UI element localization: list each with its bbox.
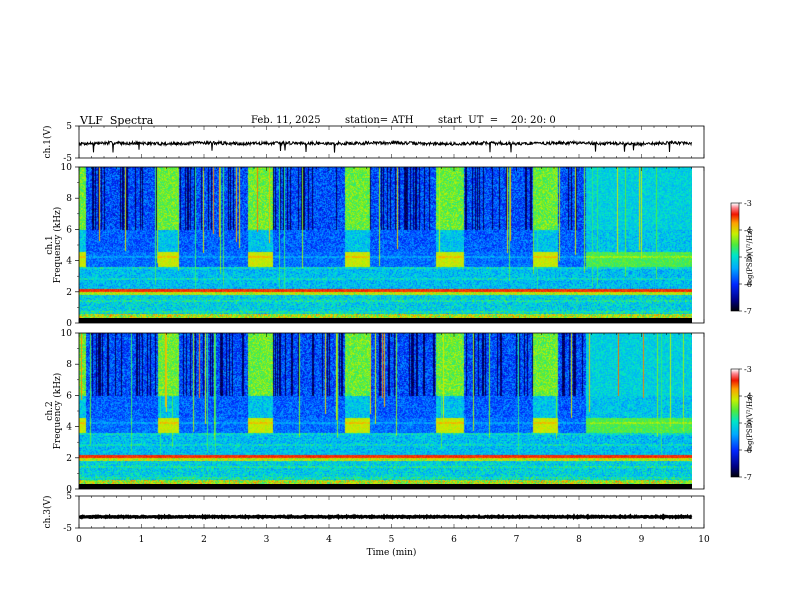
ch1-spectrogram-colorbar-tick-label: -3 [744,199,752,208]
ch1-spectrogram-ytick-label: 0 [66,319,72,329]
figure-start-time: start UT = 20: 20: 0 [438,115,556,126]
ch2-spectrogram-colorbar [731,369,739,477]
ch1-waveform-ytick-label: -5 [63,154,72,164]
ch2-spectrogram-heatmap-image [79,333,692,489]
ch2-spectrogram-colorbar-tick-label: -5 [744,419,752,428]
time-axis-tick-label: 0 [76,535,82,545]
ch2-spectrogram-ylabel-frequency: Frequency (kHz) [52,373,63,450]
ch3-waveform-ytick-label: 5 [66,492,72,502]
ch1-spectrogram-colorbar [731,203,739,311]
time-axis-tick-label: 5 [389,535,395,545]
ch1-spectrogram-colorbar-label: log(PSD)(V²/Hz) [746,228,754,285]
ch2-spectrogram-colorbar-label: log(PSD)(V²/Hz) [746,394,754,451]
figure-date: Feb. 11, 2025 [251,115,321,126]
time-axis-tick-label: 4 [326,535,332,545]
figure-title: VLF Spectra [80,114,154,127]
time-axis-tick-label: 7 [514,535,520,545]
ch2-spectrogram-colorbar-tick-label: -3 [744,365,752,374]
time-axis: 0 1 2 3 4 5 6 7 8 9 10 Time (min) [76,535,710,558]
ch2-spectrogram-ytick-label: 10 [61,329,73,339]
time-axis-label: Time (min) [367,547,417,558]
ch1-waveform-ytick-label: 5 [66,122,72,132]
ch2-spectrogram-ylabel-channel: ch.2 [45,401,55,420]
time-axis-tick-label: 1 [139,535,145,545]
ch1-spectrogram-ylabel-channel: ch.1 [45,235,55,254]
time-axis-tick-label: 8 [576,535,582,545]
ch2-spectrogram-ytick-label: 6 [66,391,72,401]
ch2-spectrogram-ytick-label: 4 [66,423,72,433]
ch1-spectrogram-ytick-label: 10 [61,163,73,173]
time-axis-tick-label: 9 [639,535,645,545]
ch1-spectrogram-ytick-label: 4 [66,257,72,267]
ch3-waveform-frame [78,495,705,529]
ch2-spectrogram-colorbar-tick-label: -6 [744,446,752,455]
ch1-spectrogram-colorbar-tick-label: -5 [744,253,752,262]
ch2-spectrogram-ytick-label: 2 [66,454,72,464]
time-axis-tick-label: 10 [698,535,710,545]
ch3-waveform-ytick-label: -5 [63,524,72,534]
ch3-waveform-trace [78,513,693,521]
figure-station: station= ATH [345,115,414,126]
ch1-spectrogram-ylabel-frequency: Frequency (kHz) [52,207,63,284]
ch2-spectrogram-ytick-label: 0 [66,485,72,495]
ch2-spectrogram-colorbar-tick-label: -7 [744,473,752,482]
ch1-waveform-ylabel: ch.1(V) [42,126,53,159]
ch2-spectrogram-colorbar-tick-label: -4 [744,392,752,401]
ch1-spectrogram-colorbar-tick-label: -7 [744,307,752,316]
ch1-spectrogram-ytick-label: 6 [66,225,72,235]
time-axis-tick-label: 2 [201,535,207,545]
ch1-spectrogram-heatmap-image [79,167,692,323]
ch3-waveform-ylabel: ch.3(V) [42,496,53,529]
ch1-spectrogram-ytick-label: 2 [66,288,72,298]
ch1-spectrogram-colorbar-tick-label: -6 [744,280,752,289]
ch2-spectrogram-baseline-band [79,484,692,489]
ch1-spectrogram-ytick-label: 8 [66,194,72,204]
time-axis-tick-label: 6 [451,535,457,545]
time-axis-tick-label: 3 [264,535,270,545]
ch2-spectrogram-ytick-label: 8 [66,360,72,370]
ch1-spectrogram-baseline-band [79,318,692,323]
ch1-spectrogram-colorbar-tick-label: -4 [744,226,752,235]
ch1-waveform-trace [78,139,692,153]
